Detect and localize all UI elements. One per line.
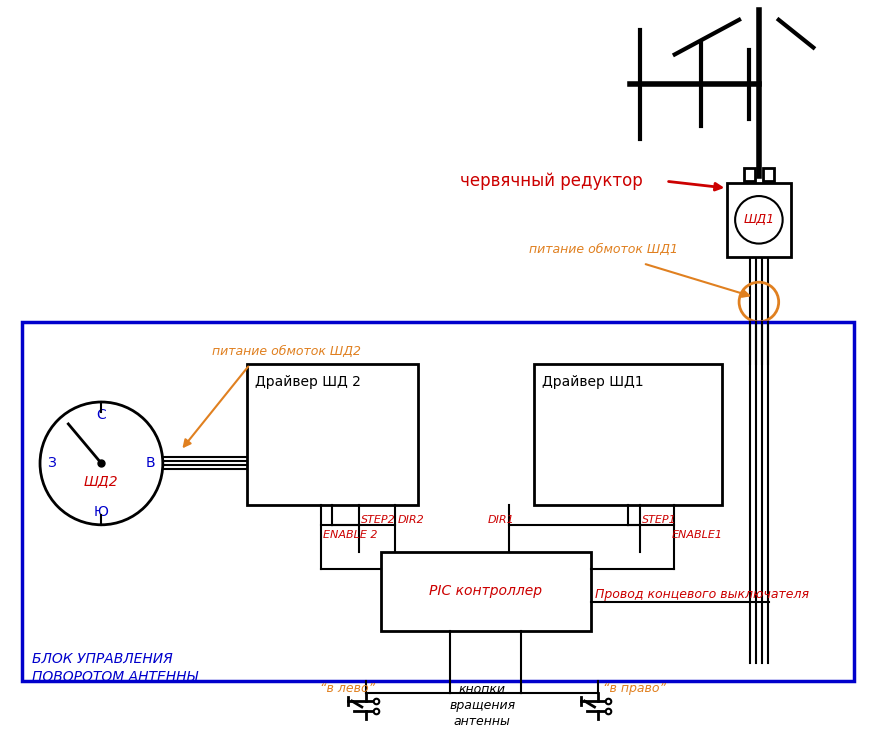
- Text: Провод концевого выключателя: Провод концевого выключателя: [594, 588, 808, 601]
- Text: “в право”: “в право”: [603, 681, 666, 695]
- Text: червячный редуктор: червячный редуктор: [460, 172, 642, 190]
- Text: кнопки
вращения
антенны: кнопки вращения антенны: [449, 684, 515, 728]
- Bar: [247, 364, 418, 505]
- Bar: [727, 183, 790, 257]
- Text: З: З: [47, 457, 56, 471]
- Text: ШД1: ШД1: [743, 214, 774, 226]
- Bar: [380, 551, 591, 630]
- Text: Ю: Ю: [94, 505, 109, 519]
- Text: Драйвер ШД 2: Драйвер ШД 2: [255, 375, 361, 389]
- Text: С: С: [96, 408, 106, 422]
- Text: ШД2: ШД2: [84, 474, 119, 488]
- Text: В: В: [146, 457, 156, 471]
- Text: DIR2: DIR2: [397, 515, 424, 525]
- Circle shape: [40, 402, 163, 525]
- Text: STEP2: STEP2: [361, 515, 396, 525]
- Bar: [22, 321, 854, 681]
- Text: питание обмоток ШД2: питание обмоток ШД2: [212, 345, 362, 358]
- Text: DIR1: DIR1: [487, 515, 514, 525]
- Text: ENABLE 2: ENABLE 2: [323, 530, 378, 539]
- Text: питание обмоток ШД1: питание обмоток ШД1: [529, 243, 678, 256]
- Text: Драйвер ШД1: Драйвер ШД1: [542, 375, 643, 389]
- Bar: [534, 364, 723, 505]
- Text: “в лево”: “в лево”: [321, 681, 375, 695]
- Text: БЛОК УПРАВЛЕНИЯ
ПОВОРОТОМ АНТЕННЫ: БЛОК УПРАВЛЕНИЯ ПОВОРОТОМ АНТЕННЫ: [32, 652, 198, 684]
- Bar: [744, 168, 755, 181]
- Text: STEP1: STEP1: [642, 515, 677, 525]
- Text: PIC контроллер: PIC контроллер: [429, 584, 542, 598]
- Text: ENABLE1: ENABLE1: [672, 530, 723, 539]
- Bar: [763, 168, 773, 181]
- Circle shape: [735, 196, 782, 244]
